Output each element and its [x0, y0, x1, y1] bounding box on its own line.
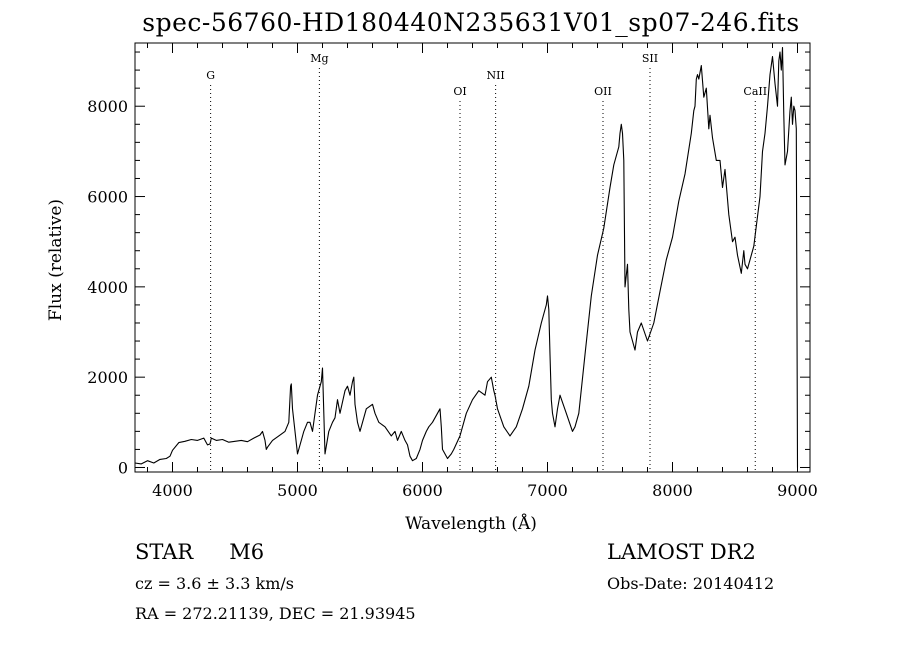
observation-date: Obs-Date: 20140412: [607, 574, 775, 593]
y-axis-label: Flux (relative): [46, 199, 66, 321]
spectral-line-label: G: [206, 69, 215, 82]
spectral-line-label: NII: [486, 69, 504, 82]
spectral-line-markers: G Mg OI NII OII SII CaII: [206, 52, 767, 472]
y-tick-label: 0: [118, 458, 128, 477]
x-axis-label: Wavelength (Å): [405, 513, 537, 534]
axes: 4000 5000 6000 7000 8000 9000 0 2000 4000 6000 800…: [87, 42, 818, 500]
y-tick-label: 4000: [87, 278, 128, 297]
survey-name: LAMOST DR2: [607, 540, 756, 564]
object-class: STAR: [135, 540, 194, 564]
spectral-line-label: SII: [642, 52, 658, 65]
spectral-line-label: OII: [594, 85, 612, 98]
x-tick-label: 7000: [527, 481, 568, 500]
chart-title: spec-56760-HD180440N235631V01_sp07-246.f…: [142, 8, 800, 37]
x-tick-label: 5000: [277, 481, 318, 500]
spectrum-line: [134, 46, 799, 468]
y-tick-label: 6000: [87, 188, 128, 207]
plot-frame: [134, 42, 811, 473]
spectral-line-label: CaII: [743, 85, 767, 98]
spectrum-series: [134, 46, 799, 468]
object-subclass: M6: [229, 540, 265, 564]
y-tick-label: 8000: [87, 97, 128, 116]
object-class-info: STAR M6: [135, 540, 264, 564]
spectral-line-label: OI: [453, 85, 466, 98]
x-tick-label: 6000: [402, 481, 443, 500]
spectral-line-label: Mg: [310, 52, 328, 65]
x-tick-label: 9000: [777, 481, 818, 500]
y-tick-label: 2000: [87, 368, 128, 387]
x-tick-label: 4000: [152, 481, 193, 500]
x-tick-label: 8000: [652, 481, 693, 500]
redshift-info: cz = 3.6 ± 3.3 km/s: [135, 574, 294, 593]
coordinates-info: RA = 272.21139, DEC = 21.93945: [135, 604, 416, 623]
